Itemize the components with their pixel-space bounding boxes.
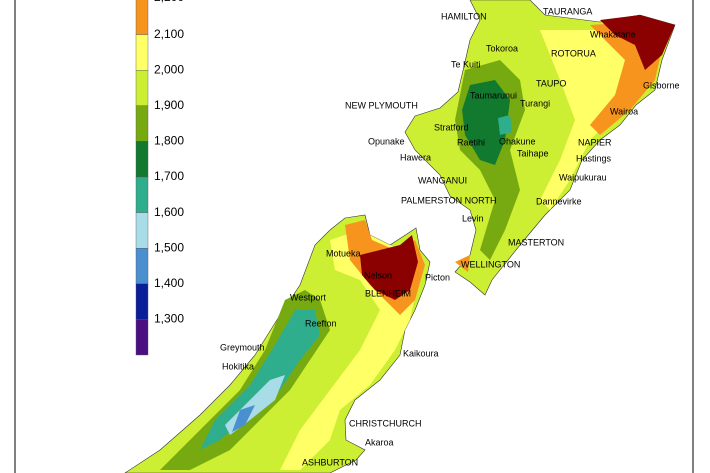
legend-swatch (135, 176, 149, 213)
legend-label: 2,000 (154, 62, 184, 76)
legend-label: 1,700 (154, 169, 184, 183)
legend-label: 1,500 (154, 240, 184, 254)
legend-label: 1,400 (154, 276, 184, 290)
legend-label: 2,200 (154, 0, 184, 4)
legend-label: 1,300 (154, 312, 184, 326)
place-label: Tokoroa (486, 43, 518, 53)
place-label: Greymouth (220, 342, 265, 352)
place-label: Levin (462, 213, 484, 223)
place-label: WELLINGTON (461, 259, 520, 269)
place-label: Reefton (305, 318, 337, 328)
place-label: BLENHEIM (365, 288, 411, 298)
place-label: Hastings (576, 153, 612, 163)
place-label: HAMILTON (441, 11, 487, 21)
legend-swatch (135, 319, 149, 356)
place-label: Taumarunui (470, 90, 517, 100)
legend-swatch (135, 141, 149, 178)
legend-swatch (135, 34, 149, 71)
place-label: Westport (290, 292, 326, 302)
north-island (404, 0, 676, 296)
legend-label: 1,600 (154, 205, 184, 219)
place-label: Kaikoura (403, 348, 439, 358)
place-label: Taihape (517, 148, 549, 158)
place-label: Wairoa (610, 106, 638, 116)
place-label: Dannevirke (536, 196, 582, 206)
legend-swatch (135, 105, 149, 142)
place-label: Motueka (326, 248, 361, 258)
place-label: TAUPO (536, 78, 566, 88)
place-label: Whakatane (590, 29, 636, 39)
place-label: Opunake (368, 136, 405, 146)
legend-label: 2,100 (154, 27, 184, 41)
place-label: Waipukurau (559, 172, 607, 182)
place-label: NEW PLYMOUTH (345, 100, 418, 110)
place-label: Akaroa (365, 437, 394, 447)
place-label: PALMERSTON NORTH (401, 195, 497, 205)
place-label: Hokitika (222, 361, 254, 371)
legend: 2,200 2,100 2,000 1,900 1,800 1,700 1,600 1,500… (135, 0, 184, 356)
place-label: Turangi (520, 98, 550, 108)
legend-swatch (135, 247, 149, 284)
place-label: TAURANGA (543, 6, 592, 16)
place-label: CHRISTCHURCH (349, 418, 422, 428)
legend-swatch (135, 69, 149, 106)
legend-swatch (135, 283, 149, 320)
place-label: Nelson (364, 270, 392, 280)
place-label: ROTORUA (551, 48, 596, 58)
legend-label: 1,800 (154, 134, 184, 148)
place-label: Picton (425, 272, 450, 282)
place-label: Ohakune (499, 136, 536, 146)
south-island (124, 214, 431, 473)
place-labels: HAMILTON TAURANGA Whakatane Tokoroa ROTO… (220, 6, 680, 467)
place-label: Gisborne (643, 80, 680, 90)
place-label: Raetihi (457, 137, 485, 147)
legend-swatch (135, 212, 149, 249)
place-label: WANGANUI (418, 175, 467, 185)
place-label: Stratford (434, 122, 469, 132)
legend-label: 1,900 (154, 98, 184, 112)
place-label: MASTERTON (508, 237, 564, 247)
place-label: NAPIER (578, 137, 612, 147)
place-label: Hawera (400, 152, 431, 162)
place-label: Te Kuiti (451, 59, 481, 69)
place-label: ASHBURTON (302, 457, 358, 467)
legend-swatch (135, 0, 149, 35)
